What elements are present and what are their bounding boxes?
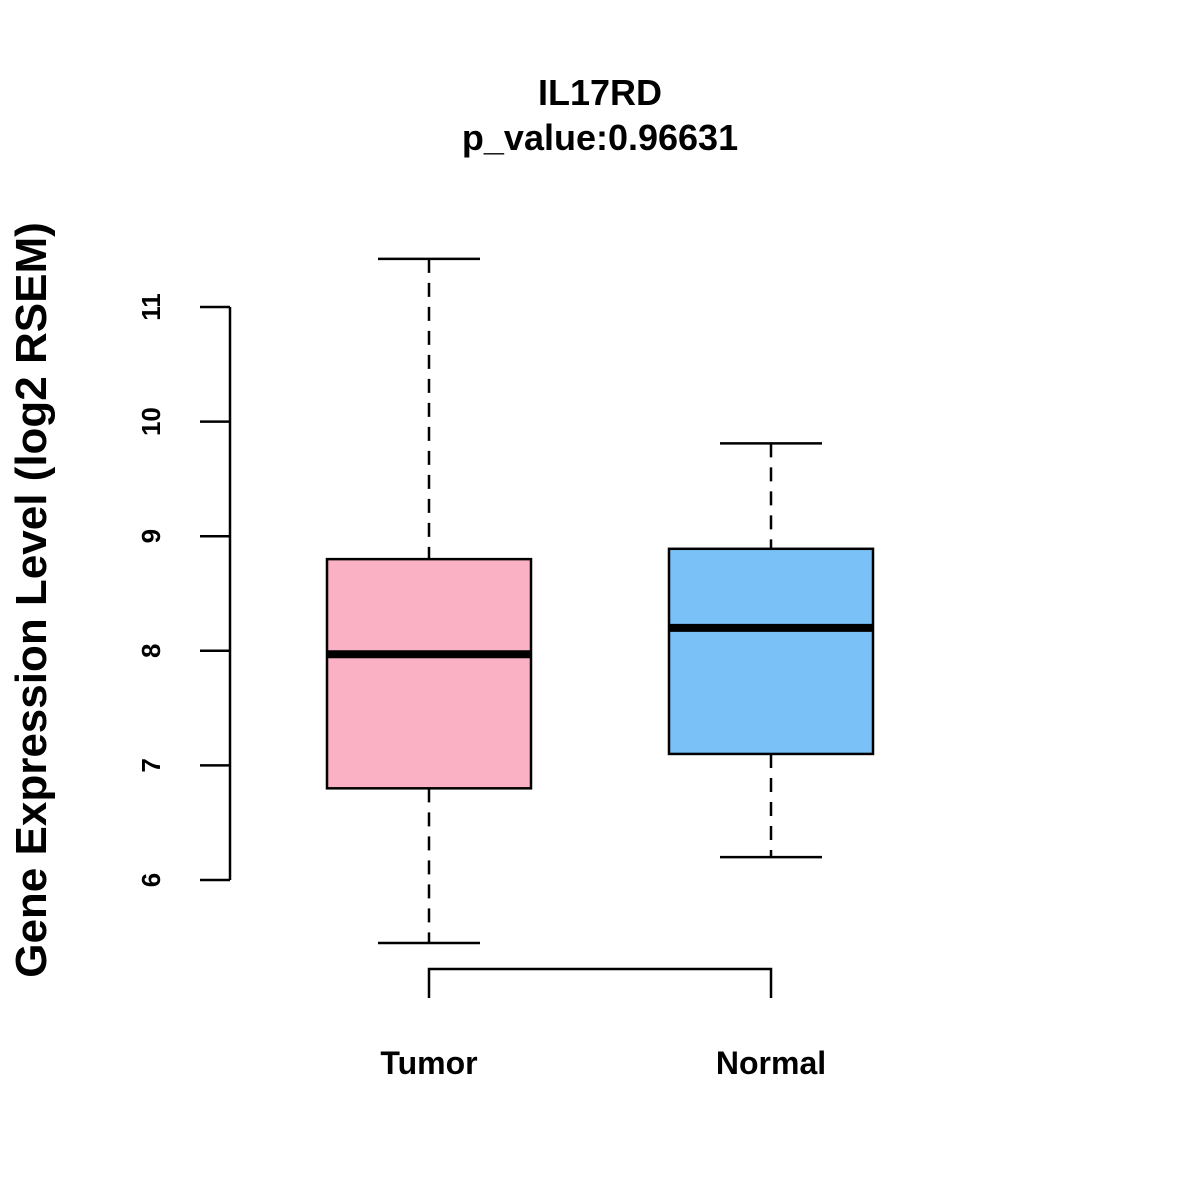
y-tick-label-10: 10 (136, 407, 166, 436)
chart-title: IL17RD (538, 72, 662, 113)
box-group (325, 257, 875, 945)
y-tick-label-7: 7 (136, 758, 166, 772)
comparison-bracket (427, 967, 773, 998)
chart-subtitle: p_value:0.96631 (462, 117, 738, 158)
tumor-box (325, 557, 533, 790)
y-tick-label-11: 11 (136, 293, 166, 321)
x-axis-labels: Tumor Normal (380, 1045, 826, 1081)
x-label-normal: Normal (716, 1045, 826, 1081)
y-tick-label-6: 6 (136, 873, 166, 887)
x-label-tumor: Tumor (380, 1045, 477, 1081)
y-tick-label-8: 8 (136, 644, 166, 658)
y-tick-label-9: 9 (136, 529, 166, 543)
y-axis-label: Gene Expression Level (log2 RSEM) (7, 222, 56, 978)
y-axis: 6 7 8 9 10 11 (136, 293, 232, 887)
normal-box (667, 547, 875, 756)
bracket-line (427, 967, 773, 998)
